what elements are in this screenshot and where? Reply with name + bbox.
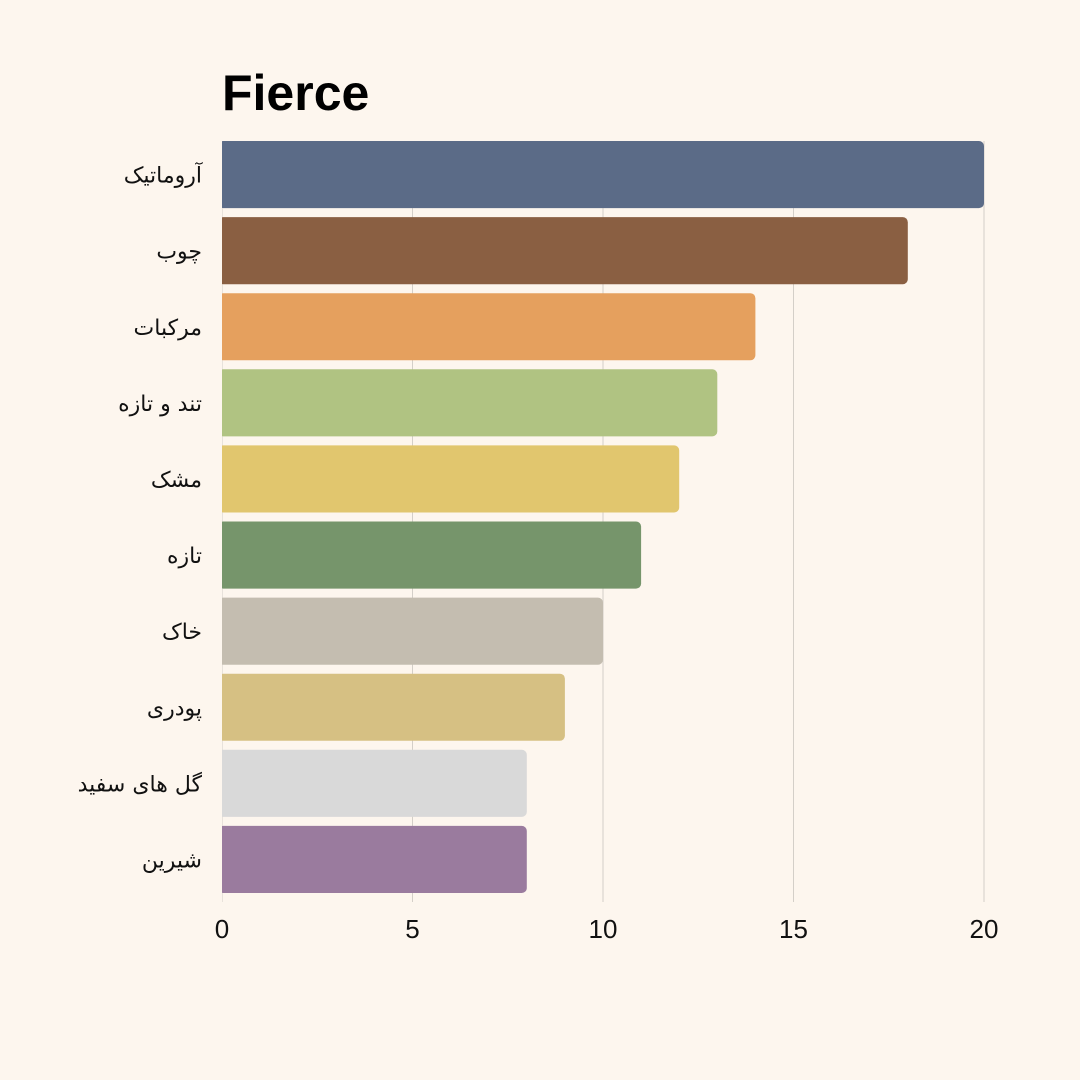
bar xyxy=(218,445,680,513)
x-tick-label: 5 xyxy=(405,914,419,944)
category-label: مشک xyxy=(151,468,202,493)
category-label: تازه xyxy=(167,544,202,569)
x-tick-label: 15 xyxy=(779,914,808,944)
bar xyxy=(218,749,527,817)
category-label: پودری xyxy=(147,696,202,721)
category-label: خاک xyxy=(162,620,202,645)
category-label: آروماتیک xyxy=(124,162,203,189)
bar xyxy=(218,597,603,665)
category-labels: آروماتیک چوب مرکبات تند و تازه مشک تازه خاک پود… xyxy=(78,162,203,874)
bar xyxy=(218,293,756,361)
category-label: چوب xyxy=(156,240,202,265)
bars xyxy=(216,139,984,904)
category-label: مرکبات xyxy=(134,316,202,341)
chart-title: Fierce xyxy=(222,65,370,121)
bar xyxy=(218,521,642,589)
x-tick-label: 10 xyxy=(589,914,618,944)
x-tick-label: 0 xyxy=(215,914,229,944)
category-label: شیرین xyxy=(142,848,202,873)
axis-edge xyxy=(216,139,222,904)
bar xyxy=(218,673,565,741)
category-label: تند و تازه xyxy=(118,392,202,417)
category-label: گل های سفید xyxy=(78,771,203,797)
bar xyxy=(218,217,908,285)
bar xyxy=(218,825,527,893)
x-tick-label: 20 xyxy=(970,914,999,944)
x-tick-labels: 0 5 10 15 20 xyxy=(215,914,999,944)
bar xyxy=(218,369,718,437)
bar xyxy=(218,141,984,209)
